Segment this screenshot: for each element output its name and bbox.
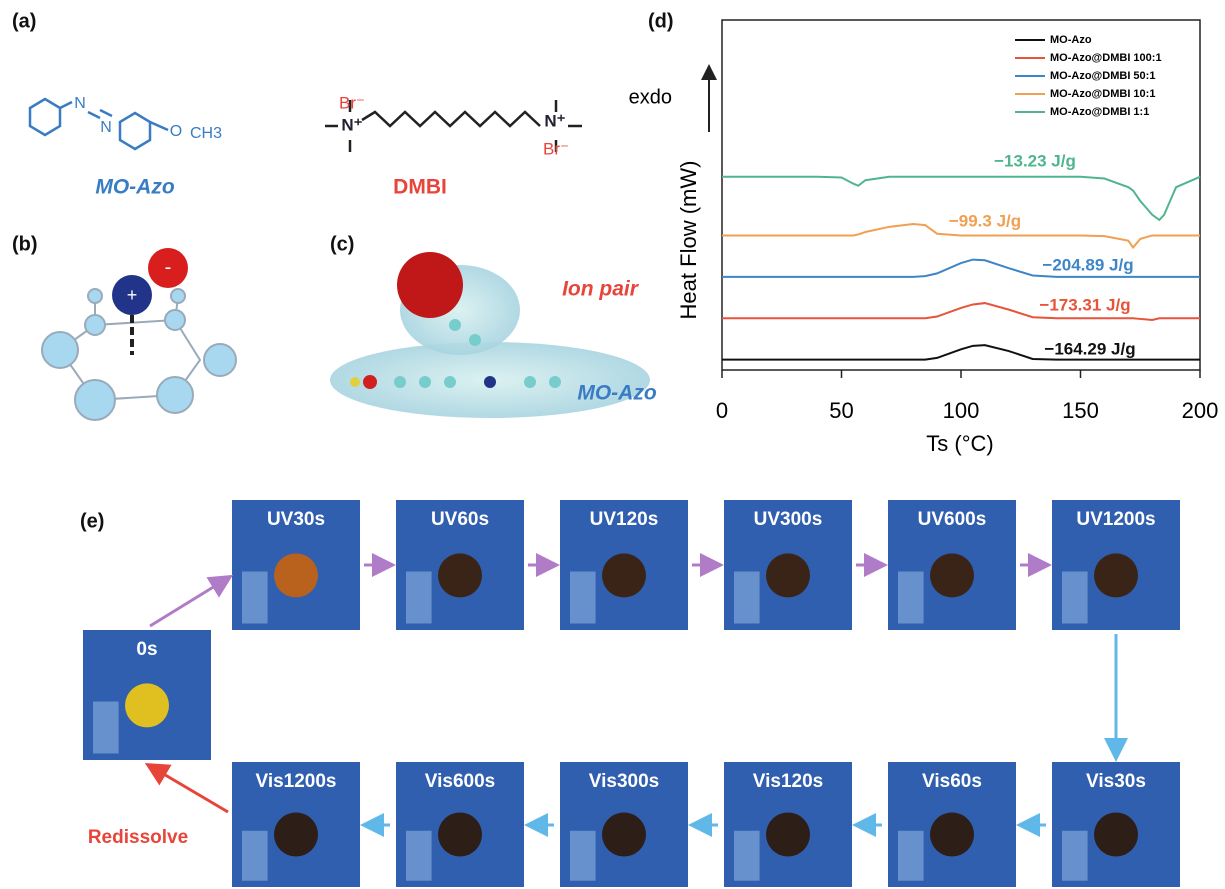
photo-glare [898, 572, 924, 624]
annotation: Ion pair [562, 278, 640, 301]
y-axis-label: Heat Flow (mW) [676, 161, 701, 320]
mo-azo-structure [30, 99, 168, 149]
peak-annotation: −173.31 J/g [1039, 295, 1130, 314]
sample [766, 553, 810, 597]
sample [930, 813, 974, 857]
peak-annotation: −204.89 J/g [1042, 255, 1133, 274]
sample [274, 553, 318, 597]
direction-label: exdo [629, 86, 672, 108]
atom: CH3 [190, 125, 222, 142]
panel-label: (a) [12, 10, 36, 32]
ion-sign: + [127, 285, 138, 305]
panel-label: (e) [80, 510, 104, 532]
photo-label: Vis120s [753, 771, 823, 792]
photo-sequence: UV30s UV60s UV120s UV300s UV600s UV1200s Vis30… [83, 500, 1180, 887]
peak-annotation: −13.23 J/g [994, 151, 1076, 170]
x-tick-label: 200 [1182, 398, 1219, 423]
photo-label: Vis60s [922, 771, 982, 792]
sample [1094, 813, 1138, 857]
arrow [150, 766, 228, 812]
photo-glare [570, 831, 596, 881]
photo-glare [898, 831, 924, 881]
sample [438, 813, 482, 857]
photo-label: UV120s [590, 509, 659, 530]
photo-glare [734, 572, 760, 624]
sample [766, 813, 810, 857]
peak-annotation: −99.3 J/g [949, 211, 1021, 230]
return-label: Redissolve [88, 827, 188, 848]
photo-label: 0s [136, 639, 157, 660]
panel-label: (d) [648, 10, 674, 32]
figure: (a) N N O CH3 MO-Azo Br⁻ N⁺ N⁺ Br⁻ DMBI … [0, 0, 1225, 889]
photo-label: UV60s [431, 509, 489, 530]
photo-label: Vis600s [425, 771, 495, 792]
sample [602, 553, 646, 597]
x-tick-label: 0 [716, 398, 728, 423]
photo-glare [406, 831, 432, 881]
photo-label: Vis30s [1086, 771, 1146, 792]
sample [602, 813, 646, 857]
atom: O [170, 123, 182, 140]
atom: Br⁻ [339, 93, 365, 112]
ion-sign: - [165, 256, 172, 278]
legend-label: MO-Azo@DMBI 50:1 [1050, 70, 1155, 82]
legend-label: MO-Azo@DMBI 1:1 [1050, 106, 1149, 118]
sample [438, 553, 482, 597]
annotation: MO-Azo [577, 382, 656, 405]
x-tick-label: 150 [1062, 398, 1099, 423]
sample [1094, 553, 1138, 597]
sample [125, 683, 169, 727]
photo-label: UV300s [754, 509, 823, 530]
panel-label: (c) [330, 233, 354, 255]
photo-label: Vis1200s [255, 771, 336, 792]
arrow [150, 578, 228, 626]
photo-label: UV600s [918, 509, 987, 530]
atom: N⁺ [341, 115, 362, 134]
atom: N⁺ [544, 111, 565, 130]
legend-label: MO-Azo@DMBI 10:1 [1050, 88, 1155, 100]
sample [274, 813, 318, 857]
ring-model [42, 248, 236, 420]
peak-annotation: −164.29 J/g [1044, 339, 1135, 358]
atom: Br⁻ [543, 139, 569, 158]
x-tick-label: 50 [829, 398, 853, 423]
x-tick-label: 100 [943, 398, 980, 423]
atom: N [74, 95, 86, 112]
photo-label: UV30s [267, 509, 325, 530]
photo-glare [242, 831, 268, 881]
photo-glare [570, 572, 596, 624]
panel-label: (b) [12, 233, 38, 255]
legend-label: MO-Azo [1050, 34, 1092, 46]
photo-glare [93, 702, 119, 754]
dsc-chart: 0 50 100 150 200 Ts (°C) Heat Flow (mW) exdo −16… [629, 20, 1219, 456]
molecule-name: DMBI [393, 176, 447, 199]
x-axis-label: Ts (°C) [926, 431, 993, 456]
photo-glare [242, 572, 268, 624]
sample [930, 553, 974, 597]
legend-label: MO-Azo@DMBI 100:1 [1050, 52, 1162, 64]
photo-label: UV1200s [1076, 509, 1155, 530]
photo-glare [734, 831, 760, 881]
atom: N [100, 119, 112, 136]
photo-label: Vis300s [589, 771, 659, 792]
photo-glare [1062, 831, 1088, 881]
photo-glare [406, 572, 432, 624]
photo-glare [1062, 572, 1088, 624]
molecule-name: MO-Azo [95, 176, 174, 199]
